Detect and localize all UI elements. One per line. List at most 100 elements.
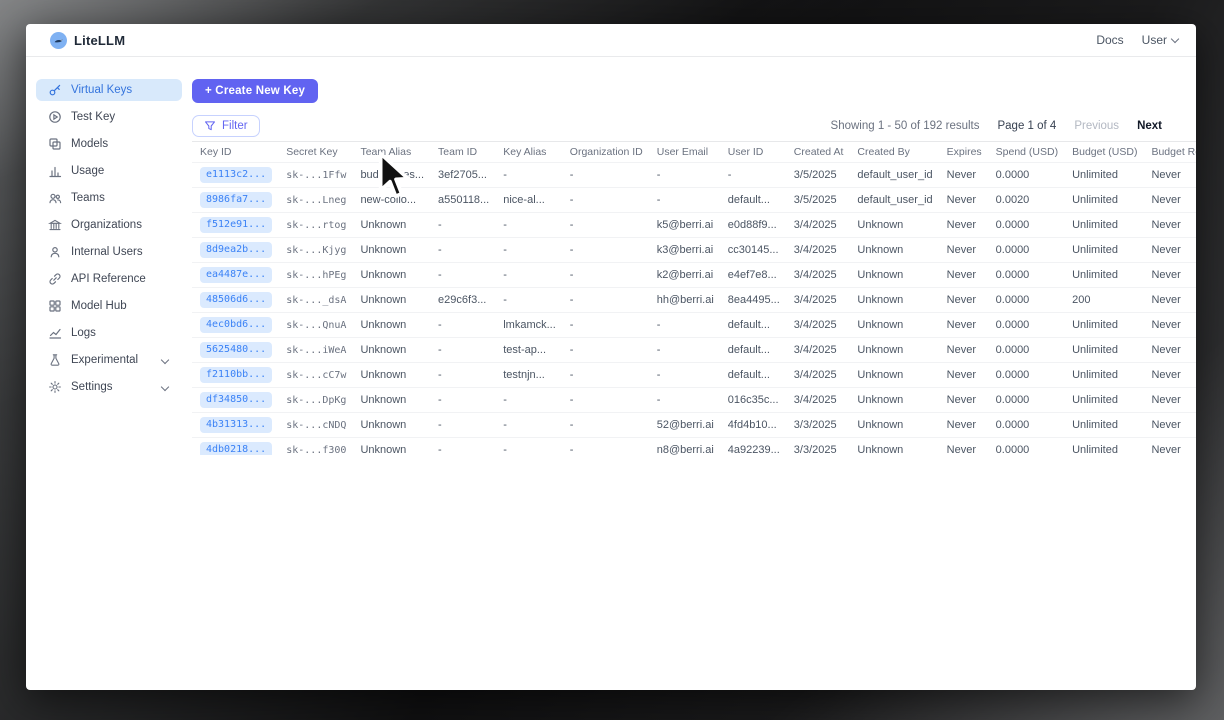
cell-org-id: -: [561, 311, 649, 337]
table-row: 4b31313... sk-...cNDQ Unknown - - -52@berri.a…: [192, 411, 1196, 437]
column-header-key-id: Key ID: [200, 145, 232, 158]
key-id-pill[interactable]: 8986fa7...: [200, 191, 273, 208]
cell-key-id: 8986fa7...: [192, 186, 279, 212]
cell-budget: Unlimited: [1064, 161, 1144, 187]
table-header-row: Key ID Secret Key Team Alias Team ID Key Ali…: [192, 142, 1196, 162]
cell-org-id: -: [561, 161, 649, 187]
secret-key-text: sk-..._dsA: [286, 294, 347, 306]
cell-user-email: -: [648, 336, 720, 362]
cell-expires: Never: [938, 336, 988, 362]
secret-key-text: sk-...hPEg: [286, 269, 347, 281]
cell-budget: 200: [1064, 286, 1144, 312]
sidebar-item-logs[interactable]: Logs: [36, 322, 182, 344]
cell-key-id: f2110bb...: [192, 361, 279, 387]
cell-team-id: e29c6f3...: [430, 286, 496, 312]
cell-secret-key: sk-...cC7w: [278, 361, 353, 387]
cell-key-alias: test-ap...: [495, 336, 562, 362]
people-icon: [48, 191, 62, 205]
key-id-pill[interactable]: e1113c2...: [200, 166, 273, 183]
cell-secret-key: sk-...1Ffw: [278, 161, 353, 187]
sidebar-item-organizations[interactable]: Organizations: [36, 214, 182, 236]
cell-spend: 0.0000: [987, 211, 1065, 237]
secret-key-text: sk-...Kjyg: [286, 244, 347, 256]
sidebar-item-teams[interactable]: Teams: [36, 187, 182, 209]
sidebar-item-label: Model Hub: [71, 300, 127, 312]
cell-spend: 0.0000: [987, 286, 1065, 312]
cell-key-alias: -: [495, 211, 562, 237]
cell-created-at: 3/4/2025: [785, 361, 850, 387]
cell-spend: 0.0000: [987, 336, 1065, 362]
secret-key-text: sk-...cC7w: [286, 369, 347, 381]
user-menu[interactable]: User: [1141, 33, 1180, 47]
secret-key-text: sk-...cNDQ: [286, 419, 347, 431]
sidebar-item-settings[interactable]: Settings: [36, 376, 182, 398]
sidebar-item-label: Logs: [71, 327, 96, 339]
user-menu-label: User: [1141, 33, 1167, 47]
cell-budget-reset: Never: [1143, 411, 1196, 437]
cell-budget: Unlimited: [1064, 336, 1144, 362]
cell-user-id: default...: [719, 336, 786, 362]
key-id-pill[interactable]: 4db0218...: [200, 441, 273, 455]
cell-org-id: -: [561, 336, 649, 362]
secret-key-text: sk-...Lneg: [286, 194, 347, 206]
cell-budget-reset: Never: [1143, 286, 1196, 312]
sidebar-item-label: Settings: [71, 381, 113, 393]
cell-user-email: n8@berri.ai: [648, 436, 720, 455]
cell-key-alias: nice-al...: [495, 186, 562, 212]
cell-spend: 0.0000: [987, 311, 1065, 337]
sidebar-item-internal-users[interactable]: Internal Users: [36, 241, 182, 263]
cell-budget: Unlimited: [1064, 186, 1144, 212]
key-id-pill[interactable]: 4ec0bd6...: [200, 316, 273, 333]
sidebar-item-virtual-keys[interactable]: Virtual Keys: [36, 79, 182, 101]
cell-budget-reset: Never: [1143, 161, 1196, 187]
key-id-pill[interactable]: df34850...: [200, 391, 273, 408]
play-circle-icon: [48, 110, 62, 124]
sidebar-item-models[interactable]: Models: [36, 133, 182, 155]
cell-user-email: -: [648, 386, 720, 412]
secret-key-text: sk-...rtog: [286, 219, 347, 231]
create-new-key-button[interactable]: + Create New Key: [192, 79, 319, 103]
cell-spend: 0.0000: [987, 361, 1065, 387]
cell-expires: Never: [938, 411, 988, 437]
link-icon: [48, 272, 62, 286]
cell-budget-reset: Never: [1143, 186, 1196, 212]
cell-user-id: default...: [719, 311, 786, 337]
sidebar-item-model-hub[interactable]: Model Hub: [36, 295, 182, 317]
next-page-button[interactable]: Next: [1137, 120, 1162, 132]
key-id-pill[interactable]: 48506d6...: [200, 291, 273, 308]
cell-key-alias: -: [495, 411, 562, 437]
cell-created-at: 3/4/2025: [785, 386, 850, 412]
column-header-secret-key: Secret Key: [286, 145, 338, 158]
cell-budget: Unlimited: [1064, 236, 1144, 262]
filter-button[interactable]: Filter: [192, 115, 260, 137]
sidebar-item-usage[interactable]: Usage: [36, 160, 182, 182]
cell-budget-reset: Never: [1143, 236, 1196, 262]
cell-secret-key: sk-...DpKg: [278, 386, 353, 412]
cell-key-id: 4db0218...: [192, 436, 279, 455]
key-id-pill[interactable]: f512e91...: [200, 216, 273, 233]
key-id-pill[interactable]: 4b31313...: [200, 416, 273, 433]
cell-budget: Unlimited: [1064, 361, 1144, 387]
cell-secret-key: sk-...hPEg: [278, 261, 353, 287]
cell-created-at: 3/5/2025: [785, 161, 850, 187]
cell-user-id: 4a92239...: [719, 436, 786, 455]
sidebar-item-experimental[interactable]: Experimental: [36, 349, 182, 371]
key-id-pill[interactable]: 8d9ea2b...: [200, 241, 273, 258]
cell-spend: 0.0000: [987, 386, 1065, 412]
cell-team-alias: Unknown: [352, 261, 431, 287]
previous-page-button[interactable]: Previous: [1074, 120, 1120, 132]
docs-link[interactable]: Docs: [1096, 33, 1124, 47]
cell-expires: Never: [938, 386, 988, 412]
litellm-logo: LiteLLM: [50, 31, 125, 49]
secret-key-text: sk-...iWeA: [286, 344, 347, 356]
key-id-pill[interactable]: f2110bb...: [200, 366, 273, 383]
secret-key-text: sk-...1Ffw: [286, 169, 347, 181]
key-id-pill[interactable]: ea4487e...: [200, 266, 273, 283]
sidebar-item-api-reference[interactable]: API Reference: [36, 268, 182, 290]
cell-created-at: 3/4/2025: [785, 286, 850, 312]
sidebar-item-test-key[interactable]: Test Key: [36, 106, 182, 128]
cell-key-alias: testnjn...: [495, 361, 562, 387]
key-id-pill[interactable]: 5625480...: [200, 341, 273, 358]
column-header-expires: Expires: [946, 145, 982, 158]
cell-secret-key: sk-..._dsA: [278, 286, 353, 312]
